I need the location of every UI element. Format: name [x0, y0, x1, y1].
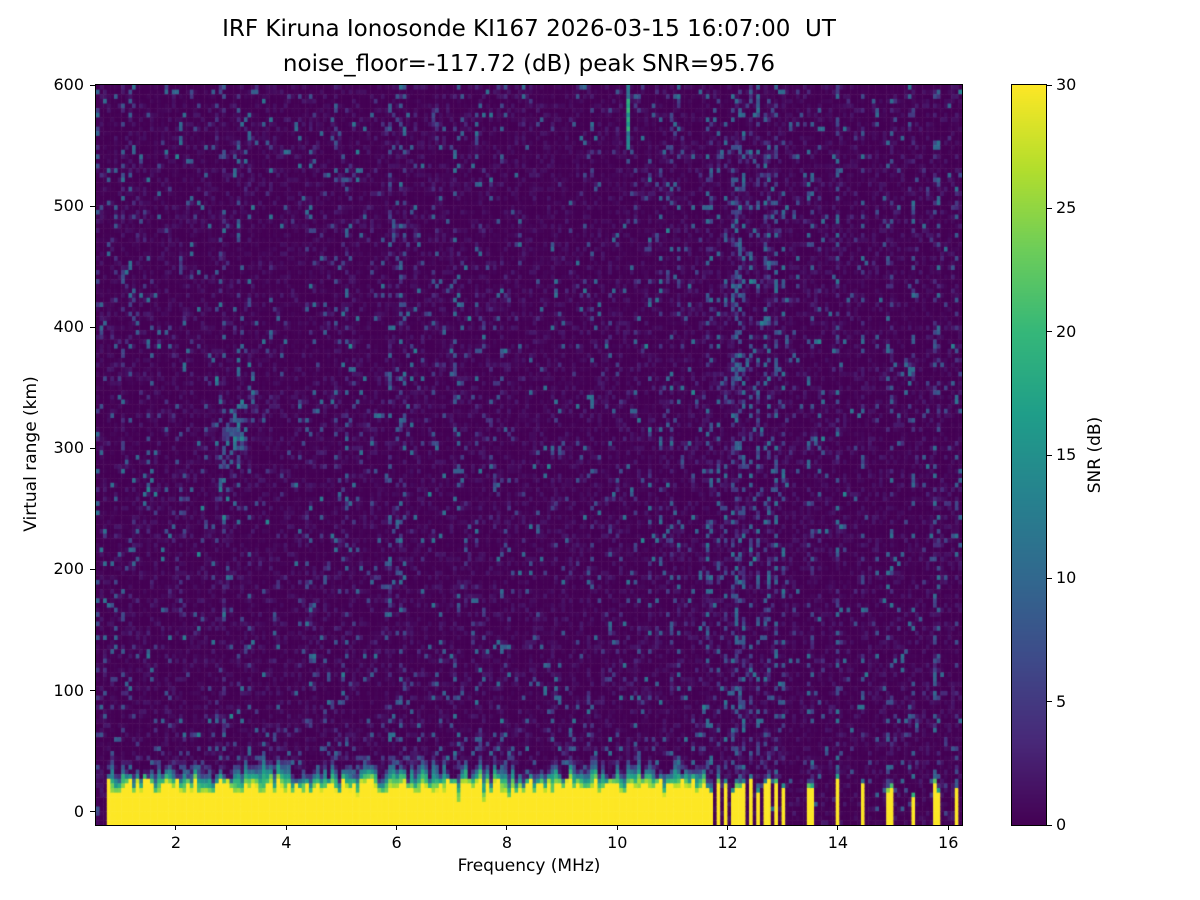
x-tick-mark: [837, 825, 839, 830]
colorbar-tick-mark: [1047, 824, 1052, 826]
x-tick-label: 6: [391, 833, 402, 852]
colorbar-tick-mark: [1047, 207, 1052, 209]
colorbar-tick-mark: [1047, 331, 1052, 333]
x-tick-mark: [506, 825, 508, 830]
y-tick-label: 200: [53, 559, 84, 579]
x-tick-mark: [396, 825, 398, 830]
x-tick-label: 8: [501, 833, 513, 852]
x-tick-mark: [175, 825, 177, 830]
heatmap-canvas: [96, 85, 962, 825]
colorbar-tick-label: 30: [1056, 75, 1077, 94]
colorbar: [1011, 84, 1047, 826]
colorbar-gradient: [1012, 85, 1046, 825]
colorbar-tick-label: 15: [1056, 445, 1077, 464]
y-tick-mark: [90, 690, 95, 692]
colorbar-tick-label: 5: [1056, 691, 1067, 711]
y-tick-mark: [90, 84, 95, 86]
colorbar-tick-label: 10: [1056, 568, 1077, 588]
colorbar-tick-mark: [1047, 84, 1052, 86]
colorbar-tick-label: 25: [1056, 198, 1077, 218]
x-tick-label: 10: [607, 833, 628, 852]
y-tick-label: 400: [53, 317, 84, 337]
x-axis-label: Frequency (MHz): [457, 856, 601, 876]
x-tick-label: 14: [827, 833, 849, 852]
y-tick-label: 100: [53, 680, 84, 700]
colorbar-tick-label: 20: [1056, 321, 1077, 341]
plot-area: [95, 84, 963, 826]
y-tick-mark: [90, 326, 95, 328]
x-tick-mark: [727, 825, 729, 830]
y-tick-mark: [90, 568, 95, 570]
x-tick-label: 16: [938, 833, 959, 852]
x-tick-mark: [285, 825, 287, 830]
x-tick-mark: [616, 825, 618, 830]
x-tick-mark: [947, 825, 949, 830]
colorbar-tick-label: 0: [1056, 815, 1067, 834]
colorbar-tick-mark: [1047, 577, 1052, 579]
y-tick-label: 300: [53, 438, 84, 458]
y-tick-label: 600: [53, 75, 84, 94]
chart-title: IRF Kiruna Ionosonde KI167 2026-03-15 16…: [222, 16, 836, 42]
y-tick-mark: [90, 205, 95, 207]
x-tick-label: 4: [281, 833, 292, 852]
colorbar-tick-mark: [1047, 701, 1052, 703]
x-tick-label: 2: [170, 833, 182, 852]
y-tick-label: 0: [73, 801, 84, 821]
colorbar-tick-mark: [1047, 454, 1052, 456]
chart-subtitle: noise_floor=-117.72 (dB) peak SNR=95.76: [282, 51, 776, 77]
x-tick-label: 12: [717, 833, 738, 852]
y-tick-mark: [90, 447, 95, 449]
y-tick-label: 500: [53, 196, 84, 216]
y-tick-mark: [90, 811, 95, 813]
